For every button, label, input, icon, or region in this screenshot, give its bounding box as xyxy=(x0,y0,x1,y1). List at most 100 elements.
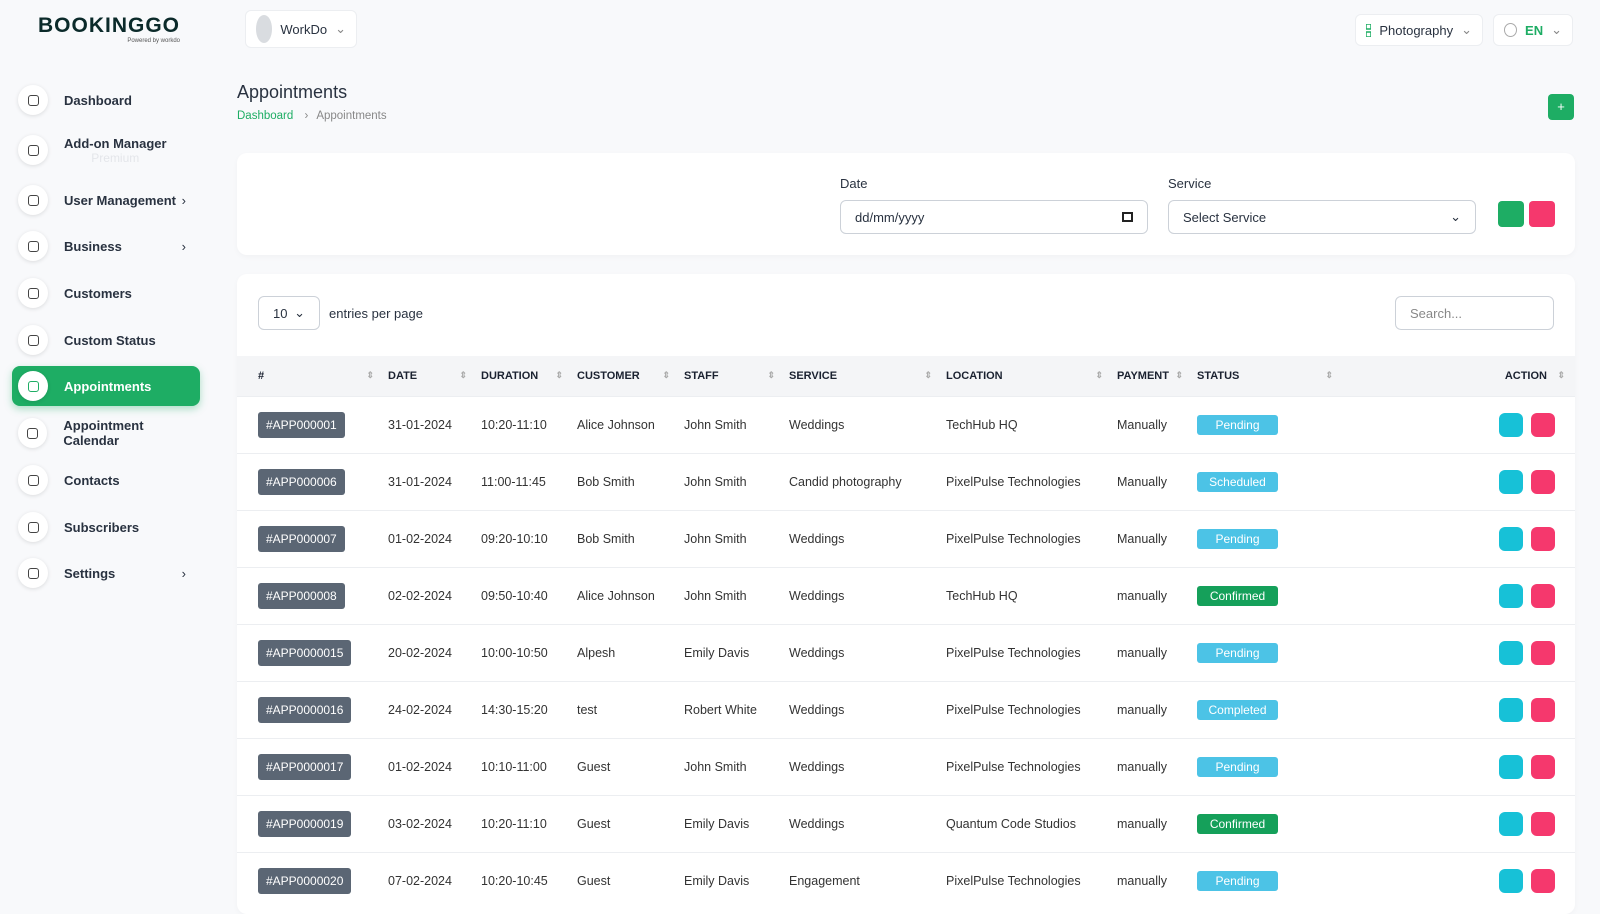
delete-button[interactable] xyxy=(1531,583,1555,608)
cell-text: manually xyxy=(1117,588,1168,603)
edit-button[interactable] xyxy=(1499,583,1523,608)
page-size-select[interactable]: 10 ⌄ xyxy=(258,296,320,330)
cell-service: Weddings xyxy=(788,566,945,624)
column-header[interactable]: SERVICE ⇕ xyxy=(788,356,945,396)
edit-button[interactable] xyxy=(1499,640,1523,665)
sort-icon[interactable]: ⇕ xyxy=(1325,369,1333,380)
nav-item[interactable]: Appointment Calendar xyxy=(12,413,200,453)
workspace-menu[interactable]: Photography ⌄ xyxy=(1355,14,1483,46)
sort-icon[interactable]: ⇕ xyxy=(1557,369,1565,380)
logo[interactable]: BOOKINGGO Powered by workdo xyxy=(38,14,180,44)
edit-button[interactable] xyxy=(1499,526,1523,551)
column-header[interactable]: CUSTOMER ⇕ xyxy=(576,356,683,396)
cell-text: Emily Davis xyxy=(684,816,750,831)
cell-text: 24-02-2024 xyxy=(388,702,452,717)
column-label: CUSTOMER xyxy=(577,369,640,382)
column-header[interactable]: DURATION ⇕ xyxy=(480,356,576,396)
edit-button[interactable] xyxy=(1499,811,1523,836)
cell-text: 11:00-11:45 xyxy=(481,474,546,489)
edit-button[interactable] xyxy=(1499,697,1523,722)
delete-button[interactable] xyxy=(1531,469,1555,494)
cell-payment: manually xyxy=(1116,680,1196,738)
delete-button[interactable] xyxy=(1531,412,1555,437)
delete-button[interactable] xyxy=(1531,526,1555,551)
cell-status: Completed xyxy=(1196,680,1346,738)
cell-date: 31-01-2024 xyxy=(387,452,480,510)
nav-item[interactable]: Subscribers xyxy=(12,507,200,547)
cell-date: 31-01-2024 xyxy=(387,395,480,453)
search-button[interactable] xyxy=(1498,201,1524,227)
delete-button[interactable] xyxy=(1531,640,1555,665)
reset-button[interactable] xyxy=(1529,201,1555,227)
cell-text: manually xyxy=(1117,873,1168,888)
breadcrumb-link[interactable]: Dashboard xyxy=(237,110,294,122)
nav-icon-glyph xyxy=(27,380,39,392)
column-header[interactable]: STATUS ⇕ xyxy=(1196,356,1346,396)
cell-text: 02-02-2024 xyxy=(388,588,452,603)
cell-text: 10:20-11:10 xyxy=(481,417,547,432)
appointment-id: #APP000006 xyxy=(258,468,345,495)
sort-icon[interactable]: ⇕ xyxy=(662,369,670,380)
column-header[interactable]: ACTION ⇕ xyxy=(1346,356,1575,396)
delete-button[interactable] xyxy=(1531,811,1555,836)
cell-staff: John Smith xyxy=(683,509,788,567)
delete-button[interactable] xyxy=(1531,754,1555,779)
date-input[interactable]: dd/mm/yyyy xyxy=(840,200,1148,234)
nav-item[interactable]: User Management › xyxy=(12,180,200,220)
sort-icon[interactable]: ⇕ xyxy=(1095,369,1103,380)
nav-chevron: › xyxy=(181,565,186,581)
nav-item[interactable]: Add-on Manager Premium xyxy=(12,130,200,170)
cell-id: #APP000007 xyxy=(237,509,387,567)
search-input[interactable]: Search... xyxy=(1395,296,1554,330)
cell-payment: manually xyxy=(1116,737,1196,795)
edit-button[interactable] xyxy=(1499,754,1523,779)
nav-label-wrap: Appointment Calendar xyxy=(63,418,200,448)
nav-item[interactable]: Custom Status xyxy=(12,320,200,360)
delete-button[interactable] xyxy=(1531,697,1555,722)
sort-icon[interactable]: ⇕ xyxy=(767,369,775,380)
logo-tagline: Powered by workdo xyxy=(127,38,181,44)
service-select[interactable]: Select Service ⌄ xyxy=(1168,200,1476,234)
cell-text: 07-02-2024 xyxy=(388,873,452,888)
cell-id: #APP0000020 xyxy=(237,851,387,909)
page-size-label: entries per page xyxy=(329,306,423,321)
nav-item[interactable]: Customers xyxy=(12,273,200,313)
sort-icon[interactable]: ⇕ xyxy=(924,369,932,380)
sort-icon[interactable]: ⇕ xyxy=(459,369,467,380)
delete-button[interactable] xyxy=(1531,868,1555,893)
edit-button[interactable] xyxy=(1499,868,1523,893)
nav-label: Customers xyxy=(64,285,132,301)
column-header[interactable]: PAYMENT ⇕ xyxy=(1116,356,1196,396)
nav-label: Contacts xyxy=(64,472,120,488)
language-menu[interactable]: EN ⌄ xyxy=(1493,14,1573,46)
sort-icon[interactable]: ⇕ xyxy=(555,369,563,380)
sort-icon[interactable]: ⇕ xyxy=(1175,369,1183,380)
nav-label: Custom Status xyxy=(64,332,156,348)
column-header[interactable]: # ⇕ xyxy=(237,356,387,396)
column-header[interactable]: LOCATION ⇕ xyxy=(945,356,1116,396)
cell-text: PixelPulse Technologies xyxy=(946,474,1081,489)
user-menu[interactable]: WorkDo ⌄ xyxy=(245,10,357,48)
cell-customer: Bob Smith xyxy=(576,452,683,510)
nav-item[interactable]: Dashboard xyxy=(12,80,200,120)
add-button[interactable]: + xyxy=(1548,94,1574,120)
nav-item[interactable]: Appointments xyxy=(12,366,200,406)
cell-service: Weddings xyxy=(788,737,945,795)
cell-id: #APP000006 xyxy=(237,452,387,510)
column-header[interactable]: STAFF ⇕ xyxy=(683,356,788,396)
sort-icon[interactable]: ⇕ xyxy=(366,369,374,380)
nav-item[interactable]: Contacts xyxy=(12,460,200,500)
cell-date: 24-02-2024 xyxy=(387,680,480,738)
edit-button[interactable] xyxy=(1499,412,1523,437)
cell-text: Guest xyxy=(577,759,611,774)
cell-location: PixelPulse Technologies xyxy=(945,509,1116,567)
cell-customer: Alpesh xyxy=(576,623,683,681)
cell-text: 01-02-2024 xyxy=(388,531,452,546)
edit-button[interactable] xyxy=(1499,469,1523,494)
nav-item[interactable]: Settings › xyxy=(12,553,200,593)
nav-icon-glyph xyxy=(27,474,39,486)
column-header[interactable]: DATE ⇕ xyxy=(387,356,480,396)
cell-customer: Guest xyxy=(576,794,683,852)
nav-item[interactable]: Business › xyxy=(12,226,200,266)
